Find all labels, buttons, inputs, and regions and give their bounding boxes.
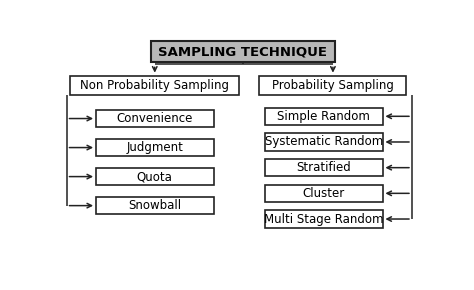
Text: Non Probability Sampling: Non Probability Sampling — [80, 79, 229, 92]
Text: Quota: Quota — [137, 170, 173, 183]
FancyBboxPatch shape — [96, 139, 213, 156]
FancyBboxPatch shape — [265, 185, 383, 202]
Text: SAMPLING TECHNIQUE: SAMPLING TECHNIQUE — [158, 45, 328, 58]
FancyBboxPatch shape — [70, 76, 239, 95]
Text: Cluster: Cluster — [302, 187, 345, 200]
Text: Convenience: Convenience — [117, 112, 193, 125]
FancyBboxPatch shape — [151, 41, 335, 62]
Text: Multi Stage Random: Multi Stage Random — [264, 213, 383, 226]
FancyBboxPatch shape — [265, 108, 383, 125]
FancyBboxPatch shape — [259, 76, 406, 95]
FancyBboxPatch shape — [96, 197, 213, 214]
FancyBboxPatch shape — [96, 110, 213, 127]
Text: Probability Sampling: Probability Sampling — [272, 79, 394, 92]
FancyBboxPatch shape — [265, 159, 383, 176]
Text: Systematic Random: Systematic Random — [264, 135, 383, 148]
Text: Simple Random: Simple Random — [277, 110, 370, 123]
Text: Snowball: Snowball — [128, 199, 182, 212]
FancyBboxPatch shape — [96, 168, 213, 185]
FancyBboxPatch shape — [265, 133, 383, 151]
Text: Judgment: Judgment — [127, 141, 183, 154]
Text: Stratified: Stratified — [296, 161, 351, 174]
FancyBboxPatch shape — [265, 210, 383, 228]
